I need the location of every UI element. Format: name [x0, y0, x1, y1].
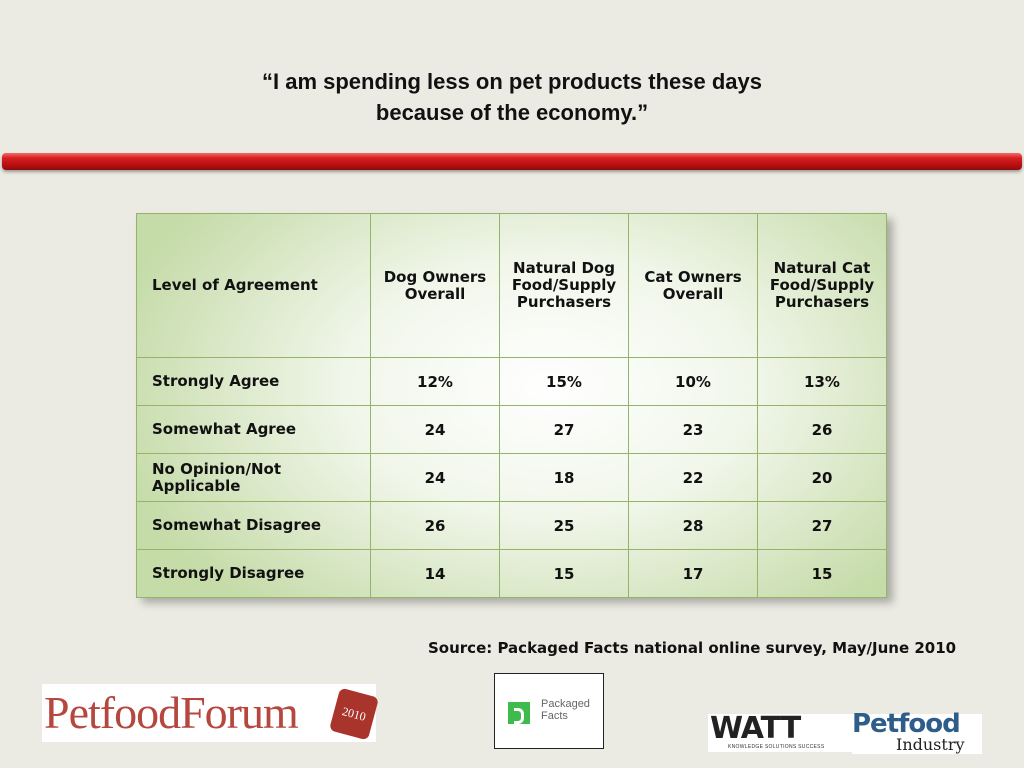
- slide-title: “I am spending less on pet products thes…: [0, 66, 1024, 128]
- table-cell: 15: [499, 549, 629, 598]
- table-cell: 20: [757, 453, 887, 502]
- row-label-line: Strongly Agree: [152, 372, 280, 390]
- column-header-cat-owners: Cat Owners Overall: [628, 213, 758, 358]
- survey-table: Level of Agreement Dog Owners Overall Na…: [136, 213, 887, 598]
- row-label: Strongly Disagree: [136, 549, 371, 598]
- table-cell: 18: [499, 453, 629, 502]
- column-header-level: Level of Agreement: [136, 213, 371, 358]
- table-cell: 26: [370, 501, 500, 550]
- table-cell: 13%: [757, 357, 887, 406]
- petfood-forum-logo: PetfoodForum 2010: [42, 684, 380, 742]
- column-header-natural-dog: Natural Dog Food/Supply Purchasers: [499, 213, 629, 358]
- table-cell: 15: [757, 549, 887, 598]
- row-label: Strongly Agree: [136, 357, 371, 406]
- packaged-facts-wordmark: Packaged Facts: [541, 698, 590, 722]
- red-divider-bar: [2, 153, 1022, 170]
- row-label-line: Somewhat Disagree: [152, 516, 322, 534]
- table-cell: 12%: [370, 357, 500, 406]
- column-header-natural-cat: Natural Cat Food/Supply Purchasers: [757, 213, 887, 358]
- table-row-strongly-disagree: Strongly Disagree 14 15 17 15: [136, 549, 887, 598]
- table-row-somewhat-disagree: Somewhat Disagree 26 25 28 27: [136, 501, 887, 550]
- watt-wordmark: WATT: [710, 711, 801, 746]
- petfood-industry-word: Industry: [896, 735, 965, 754]
- petfood-industry-word: Petfood: [852, 709, 961, 739]
- table-cell: 24: [370, 405, 500, 454]
- watt-logo: WATT KNOWLEDGE SOLUTIONS SUCCESS: [708, 714, 852, 752]
- column-header-line: Food/Supply: [769, 276, 875, 294]
- column-header-line: Natural Cat: [773, 259, 871, 277]
- table-cell: 27: [757, 501, 887, 550]
- column-header-line: Overall: [662, 284, 724, 303]
- packaged-facts-icon: [508, 702, 530, 724]
- slide-title-line-1: “I am spending less on pet products thes…: [261, 69, 762, 94]
- table-row-somewhat-agree: Somewhat Agree 24 27 23 26: [136, 405, 887, 454]
- packaged-facts-logo: Packaged Facts: [494, 673, 604, 749]
- table-cell: 22: [628, 453, 758, 502]
- table-cell: 15%: [499, 357, 629, 406]
- row-label: Somewhat Disagree: [136, 501, 371, 550]
- table-cell: 25: [499, 501, 629, 550]
- packaged-facts-line: Packaged: [541, 698, 590, 710]
- table-row-strongly-agree: Strongly Agree 12% 15% 10% 13%: [136, 357, 887, 406]
- row-label: No Opinion/Not Applicable: [136, 453, 371, 502]
- table-cell: 14: [370, 549, 500, 598]
- row-label: Somewhat Agree: [136, 405, 371, 454]
- watt-tagline: KNOWLEDGE SOLUTIONS SUCCESS: [728, 744, 825, 750]
- column-header-line: Cat Owners: [644, 267, 742, 286]
- table-cell: 27: [499, 405, 629, 454]
- row-label-line: No Opinion/Not: [152, 459, 282, 478]
- petfood-industry-logo: Petfood Industry: [852, 710, 982, 754]
- column-header-line: Level of Agreement: [152, 276, 318, 294]
- table-cell: 17: [628, 549, 758, 598]
- packaged-facts-line: Facts: [541, 710, 568, 722]
- column-header-line: Food/Supply: [511, 276, 617, 294]
- row-label-line: Strongly Disagree: [152, 564, 305, 582]
- table-cell: 28: [628, 501, 758, 550]
- row-label-line: Somewhat Agree: [152, 420, 297, 438]
- table-cell: 26: [757, 405, 887, 454]
- table-cell: 10%: [628, 357, 758, 406]
- column-header-line: Purchasers: [774, 293, 870, 311]
- petfood-forum-wordmark: PetfoodForum: [44, 687, 299, 738]
- column-header-line: Purchasers: [516, 293, 612, 311]
- table-row-no-opinion: No Opinion/Not Applicable 24 18 22 20: [136, 453, 887, 502]
- survey-table-container: Level of Agreement Dog Owners Overall Na…: [136, 213, 887, 598]
- column-header-line: Dog Owners: [383, 267, 487, 286]
- table-cell: 24: [370, 453, 500, 502]
- table-cell: 23: [628, 405, 758, 454]
- table-header-row: Level of Agreement Dog Owners Overall Na…: [136, 213, 887, 358]
- row-label-line: Applicable: [152, 476, 241, 495]
- column-header-line: Overall: [404, 284, 466, 303]
- slide-title-line-2: because of the economy.”: [375, 100, 649, 125]
- year-badge: 2010: [328, 687, 380, 741]
- column-header-dog-owners: Dog Owners Overall: [370, 213, 500, 358]
- source-citation: Source: Packaged Facts national online s…: [428, 639, 957, 657]
- column-header-line: Natural Dog: [513, 259, 615, 277]
